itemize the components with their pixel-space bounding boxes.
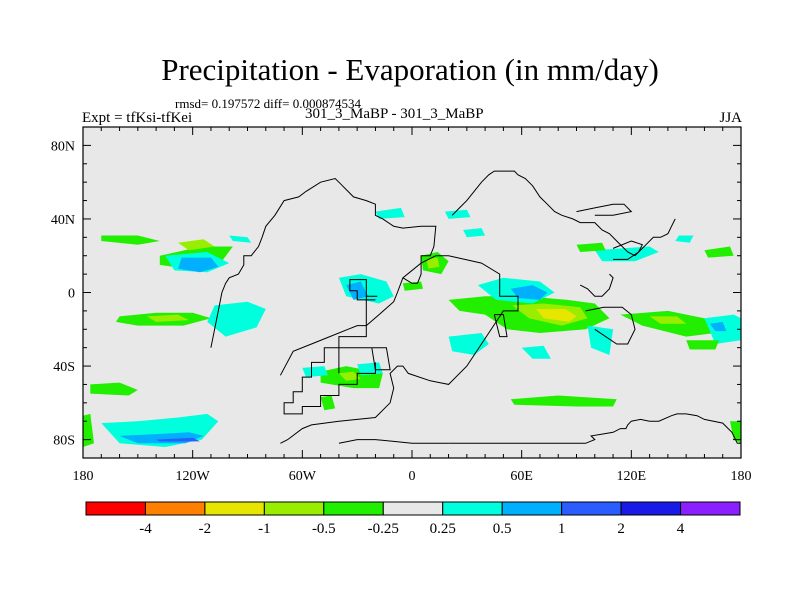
colorbar-label: 4 [677, 521, 685, 537]
coastline-4 [338, 439, 449, 444]
coastline-2 [338, 347, 372, 374]
colorbar-label: -0.25 [368, 521, 399, 537]
coastline-13 [493, 314, 508, 338]
contour-region-19 [302, 366, 328, 378]
contour-region-36 [576, 242, 606, 252]
contour-region-12 [147, 314, 189, 322]
colorbar-label: 1 [558, 521, 566, 537]
y-tick-label: 0 [68, 287, 75, 302]
x-tick-label: 180 [73, 469, 94, 484]
chart-title: Precipitation - Evaporation (in mm/day) [161, 52, 659, 87]
colorbar-label: 0.5 [493, 521, 512, 537]
colorbar-label: -2 [199, 521, 212, 537]
contour-region-33 [521, 345, 551, 359]
colorbar-swatch [204, 501, 265, 516]
colorbar-swatch [382, 501, 444, 516]
colorbar-swatch [323, 501, 384, 516]
y-tick-label: 80S [53, 434, 75, 449]
contour-region-38 [649, 316, 687, 324]
colorbar-swatch [501, 501, 563, 516]
colorbar-swatch [144, 501, 206, 516]
contour-region-41 [686, 340, 720, 350]
contour-region-32 [448, 333, 489, 355]
colorbar-swatch [680, 501, 741, 516]
x-tick-label: 120W [176, 469, 211, 484]
contour-region-34 [587, 325, 614, 355]
contour-region-26 [463, 228, 486, 238]
contour-region-3 [83, 413, 94, 447]
x-tick-label: 60W [289, 469, 317, 484]
coastline-12 [576, 203, 633, 216]
rmsd-diff-stats: rmsd= 0.197572 diff= 0.000874534 [175, 96, 361, 111]
y-tick-label: 40S [53, 360, 75, 375]
coastline-0 [349, 279, 378, 301]
contour-region-31 [510, 285, 548, 300]
contour-region-35 [594, 246, 659, 262]
contour-region-22 [444, 209, 471, 219]
contour-region-24 [426, 257, 440, 269]
colorbar-label: 0.25 [430, 521, 456, 537]
coastline-1 [283, 296, 376, 415]
coastline-9 [612, 240, 644, 260]
x-tick-label: 120E [617, 469, 647, 484]
contour-region-5 [101, 235, 160, 245]
contour-region-13 [207, 301, 266, 337]
x-tick-label: 0 [409, 469, 416, 484]
contour-region-44 [510, 395, 617, 407]
contour-region-7 [178, 239, 215, 251]
coastline-8 [585, 306, 636, 345]
colorbar-swatch [442, 501, 503, 516]
y-tick-label: 40N [51, 213, 75, 228]
y-tick-label: 80N [51, 139, 75, 154]
contour-layer [83, 170, 741, 447]
colorbar-swatch [85, 501, 146, 516]
colorbar-label: 2 [617, 521, 625, 537]
x-tick-label: 60E [510, 469, 533, 484]
contour-region-29 [536, 309, 577, 322]
colorbar-label: -0.5 [312, 521, 336, 537]
contour-region-45 [730, 421, 741, 444]
contour-region-4 [90, 382, 138, 396]
contour-region-40 [709, 321, 727, 332]
coastline-10 [579, 273, 614, 297]
map-background [83, 127, 741, 458]
colorbar-swatch [561, 501, 622, 516]
contour-region-43 [675, 235, 694, 243]
contour-region-21 [375, 207, 405, 219]
contour-region-10 [229, 235, 252, 243]
contour-region-9 [178, 257, 219, 273]
coastline-3 [279, 255, 519, 444]
contour-region-18 [357, 362, 383, 376]
contour-region-2 [156, 437, 200, 442]
coastline-11 [371, 347, 391, 371]
x-tick-label: 180 [731, 469, 752, 484]
experiment-label: Expt = tfKsi-tfKei [82, 110, 193, 126]
coastline-6 [210, 177, 437, 348]
coastline-7 [451, 170, 676, 257]
contour-region-20 [320, 395, 336, 411]
contour-region-25 [402, 281, 423, 291]
colorbar-label: -4 [139, 521, 152, 537]
colorbar-swatch [620, 501, 682, 516]
contour-region-42 [704, 246, 734, 258]
colorbar-swatch [263, 501, 325, 516]
experiment-subtitle: 301_3_MaBP - 301_3_MaBP [305, 106, 484, 122]
season-label: JJA [719, 110, 742, 126]
colorbar-label: -1 [258, 521, 271, 537]
coastline-5 [448, 413, 741, 444]
contour-region-17 [338, 371, 361, 381]
